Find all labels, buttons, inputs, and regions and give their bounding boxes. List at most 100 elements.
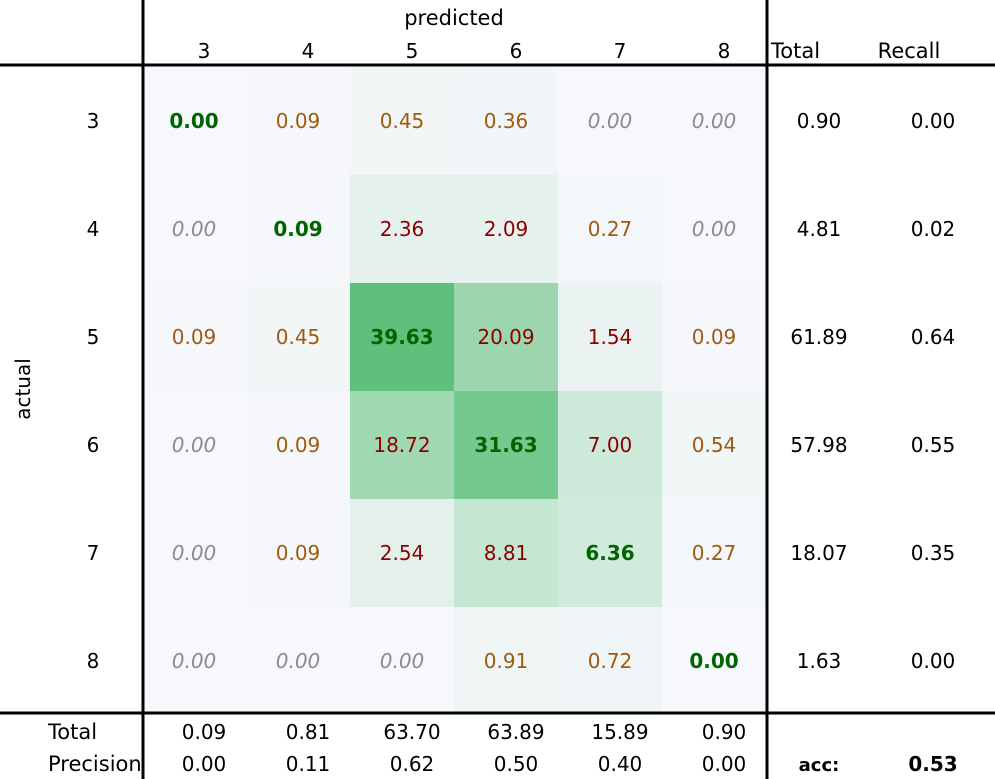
precision-value: 0.40 bbox=[598, 752, 643, 776]
heatmap-cell bbox=[454, 283, 558, 391]
heatmap-cell bbox=[350, 499, 454, 607]
col-total-value: 0.90 bbox=[702, 720, 747, 744]
recall-value: 0.00 bbox=[911, 109, 956, 133]
cell-value-label: 0.00 bbox=[172, 217, 217, 241]
y-axis-label: actual bbox=[11, 358, 35, 420]
heatmap-cell bbox=[142, 175, 246, 283]
heatmap-cell bbox=[246, 67, 350, 175]
accuracy-value: 0.53 bbox=[908, 752, 957, 776]
heatmap-cell bbox=[558, 175, 662, 283]
x-tick-label: 5 bbox=[406, 39, 419, 63]
heatmap-cell bbox=[142, 283, 246, 391]
y-tick-label: 8 bbox=[87, 649, 100, 673]
heatmap-cell bbox=[454, 499, 558, 607]
heatmap-cell bbox=[142, 391, 246, 499]
heatmap-cell bbox=[558, 607, 662, 715]
x-axis-label: predicted bbox=[404, 6, 504, 30]
row-total-value: 18.07 bbox=[790, 541, 847, 565]
recall-header: Recall bbox=[878, 39, 941, 63]
heatmap-cell bbox=[142, 67, 246, 175]
x-tick-label: 8 bbox=[718, 39, 731, 63]
heatmap-cell bbox=[142, 499, 246, 607]
x-tick-label: 7 bbox=[614, 39, 627, 63]
cell-value-label: 0.54 bbox=[692, 433, 737, 457]
chart-labels: predicted actual Total Recall Total Prec… bbox=[11, 6, 958, 776]
cell-value-label: 0.45 bbox=[276, 325, 321, 349]
y-tick-label: 7 bbox=[87, 541, 100, 565]
cell-value-label: 31.63 bbox=[474, 433, 537, 457]
col-total-value: 15.89 bbox=[591, 720, 648, 744]
cell-value-label: 0.00 bbox=[588, 109, 633, 133]
x-tick-label: 4 bbox=[302, 39, 315, 63]
cell-value-label: 0.91 bbox=[484, 649, 529, 673]
cell-value-label: 0.00 bbox=[169, 109, 218, 133]
cell-value-label: 0.00 bbox=[172, 433, 217, 457]
precision-value: 0.00 bbox=[702, 752, 747, 776]
cell-value-label: 0.45 bbox=[380, 109, 425, 133]
heatmap-cell bbox=[350, 175, 454, 283]
recall-value: 0.64 bbox=[911, 325, 956, 349]
cell-value-label: 0.09 bbox=[692, 325, 737, 349]
heatmap-cell bbox=[454, 607, 558, 715]
cell-value-label: 0.00 bbox=[380, 649, 425, 673]
heatmap-cell bbox=[246, 391, 350, 499]
cell-value-label: 0.09 bbox=[276, 433, 321, 457]
cell-value-label: 0.00 bbox=[689, 649, 738, 673]
row-total-value: 0.90 bbox=[797, 109, 842, 133]
x-tick-label: 6 bbox=[510, 39, 523, 63]
y-tick-label: 5 bbox=[87, 325, 100, 349]
recall-value: 0.00 bbox=[911, 649, 956, 673]
heatmap-cell bbox=[558, 499, 662, 607]
heatmap-cell bbox=[454, 67, 558, 175]
heatmap-cells bbox=[142, 67, 766, 715]
heatmap-cell bbox=[246, 607, 350, 715]
heatmap-cell bbox=[558, 283, 662, 391]
heatmap-cell bbox=[662, 391, 766, 499]
col-total-row-label: Total bbox=[47, 720, 97, 744]
recall-value: 0.35 bbox=[911, 541, 956, 565]
heatmap-cell bbox=[246, 175, 350, 283]
cell-value-label: 0.00 bbox=[692, 217, 737, 241]
heatmap-cell bbox=[350, 607, 454, 715]
heatmap-cell bbox=[662, 607, 766, 715]
y-tick-label: 4 bbox=[87, 217, 100, 241]
cell-value-label: 2.54 bbox=[380, 541, 425, 565]
heatmap-cell bbox=[142, 607, 246, 715]
cell-value-label: 0.00 bbox=[276, 649, 321, 673]
row-total-value: 61.89 bbox=[790, 325, 847, 349]
cell-value-label: 20.09 bbox=[477, 325, 534, 349]
cell-value-label: 6.36 bbox=[585, 541, 634, 565]
cell-value-label: 0.09 bbox=[276, 541, 321, 565]
heatmap-cell bbox=[454, 175, 558, 283]
cell-value-label: 0.09 bbox=[172, 325, 217, 349]
cell-value-label: 18.72 bbox=[373, 433, 430, 457]
cell-value-label: 2.09 bbox=[484, 217, 529, 241]
cell-value-label: 0.09 bbox=[276, 109, 321, 133]
heatmap-cell bbox=[662, 67, 766, 175]
col-total-value: 63.89 bbox=[487, 720, 544, 744]
cell-value-label: 0.36 bbox=[484, 109, 529, 133]
cell-value-label: 0.00 bbox=[172, 541, 217, 565]
y-tick-label: 6 bbox=[87, 433, 100, 457]
row-total-value: 4.81 bbox=[797, 217, 842, 241]
precision-value: 0.62 bbox=[390, 752, 435, 776]
col-total-value: 63.70 bbox=[383, 720, 440, 744]
heatmap-cell bbox=[662, 499, 766, 607]
cell-value-label: 0.00 bbox=[172, 649, 217, 673]
heatmap-cell bbox=[558, 391, 662, 499]
cell-value-label: 0.27 bbox=[692, 541, 737, 565]
cell-value-label: 8.81 bbox=[484, 541, 529, 565]
heatmap-cell bbox=[350, 67, 454, 175]
cell-value-label: 1.54 bbox=[588, 325, 633, 349]
accuracy-label: acc: bbox=[799, 755, 840, 776]
row-total-header: Total bbox=[770, 39, 820, 63]
heatmap-cell bbox=[558, 67, 662, 175]
heatmap-cell bbox=[350, 391, 454, 499]
precision-value: 0.00 bbox=[182, 752, 227, 776]
col-total-value: 0.81 bbox=[286, 720, 331, 744]
cell-value-label: 0.72 bbox=[588, 649, 633, 673]
y-tick-label: 3 bbox=[87, 109, 100, 133]
